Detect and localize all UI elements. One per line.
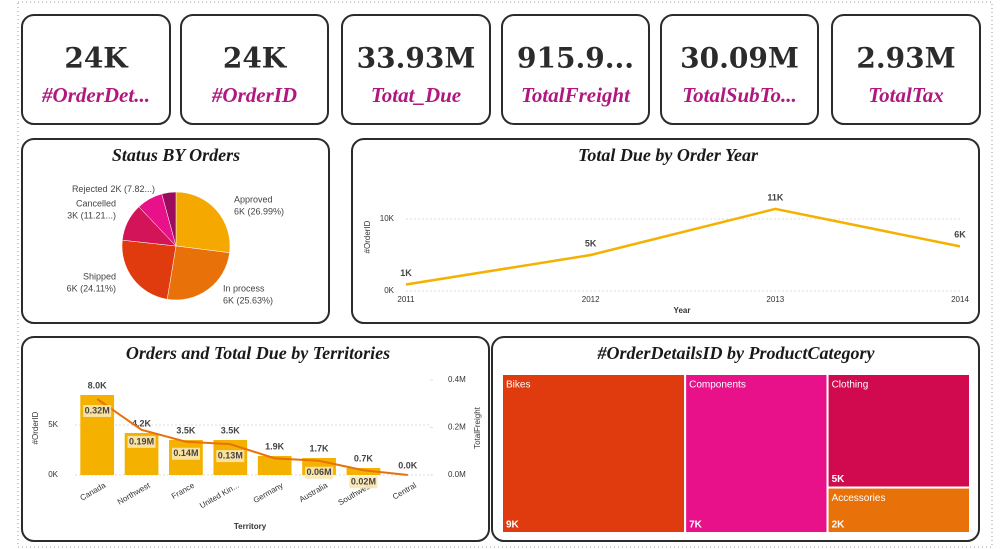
y-axis-label: #OrderID: [363, 220, 372, 253]
x-tick-label: 2013: [766, 295, 784, 304]
treemap-cell: [684, 373, 829, 534]
data-label: 0.19M: [129, 436, 154, 446]
data-label: 0.02M: [351, 477, 376, 487]
slice-category: Cancelled: [76, 198, 116, 208]
y-tick-label: 0K: [384, 286, 394, 295]
slice-category: Shipped: [83, 271, 116, 281]
data-label: 3.5K: [221, 425, 241, 435]
treemap-cell: [826, 373, 972, 489]
kpi-label: #OrderDet...: [41, 83, 150, 107]
data-label: 0.0K: [398, 460, 418, 470]
cell-category: Components: [689, 380, 746, 391]
x-tick-label: 2014: [951, 295, 969, 304]
pie-slice: [175, 191, 231, 254]
cell-category: Bikes: [506, 380, 530, 391]
data-label: 8.0K: [88, 380, 108, 390]
data-label: 1K: [400, 268, 412, 278]
y2-axis-label: TotalFreight: [473, 406, 482, 449]
kpi-card: [180, 14, 329, 125]
kpi-label: TotalFreight: [521, 83, 631, 107]
combo-card: [21, 336, 490, 542]
y2-tick-label: 0.4M: [448, 375, 466, 384]
y-axis-label: #OrderID: [31, 411, 40, 444]
kpi-value: 24K: [64, 42, 129, 75]
kpi-card: [21, 14, 171, 125]
slice-category: Approved: [234, 194, 273, 204]
line: [405, 207, 961, 286]
y-tick-label: 0K: [48, 470, 58, 479]
cell-value: 7K: [689, 520, 703, 531]
chart-title: Status BY Orders: [112, 145, 240, 165]
slice-label: 6K (25.63%): [223, 295, 273, 305]
kpi-label: Totat_Due: [371, 83, 461, 107]
chart-title: Total Due by Order Year: [578, 145, 759, 165]
cell-value: 2K: [832, 520, 846, 531]
data-label: 1.9K: [265, 441, 285, 451]
data-label: 3.5K: [176, 425, 196, 435]
y2-tick-label: 0.2M: [448, 423, 466, 432]
pie-slice: [161, 191, 177, 247]
slice-label: 3K (11.21...): [67, 210, 116, 220]
kpi-value: 30.09M: [680, 42, 799, 75]
kpi-label: #OrderID: [211, 83, 297, 107]
data-label-box: [216, 450, 245, 463]
slice-category: Rejected: [72, 184, 108, 194]
kpi-label: TotalTax: [868, 83, 943, 107]
x-tick-label: 2011: [397, 295, 415, 304]
data-label: 5K: [585, 238, 597, 248]
bar: [346, 468, 381, 475]
data-label: 0.32M: [85, 405, 110, 415]
y2-tick-label: 0.0M: [448, 470, 466, 479]
kpi-card: [660, 14, 819, 125]
pie-slice: [121, 239, 177, 300]
data-label-box: [127, 435, 156, 448]
kpi-card: [341, 14, 491, 125]
data-label: 4.2K: [132, 418, 152, 428]
chart-title: #OrderDetailsID by ProductCategory: [597, 343, 876, 363]
x-axis-label: Territory: [234, 522, 267, 531]
data-label: 6K: [954, 230, 966, 240]
kpi-value: 33.93M: [357, 42, 476, 75]
cell-value: 9K: [506, 520, 520, 531]
treemap-cell: [826, 486, 972, 535]
data-label: 0.13M: [218, 451, 243, 461]
slice-category: In process: [223, 283, 265, 293]
cell-value: 5K: [832, 474, 846, 485]
slice-label: 6K (24.11%): [67, 283, 116, 293]
bar: [257, 456, 292, 475]
kpi-card: [831, 14, 981, 125]
data-label-box: [171, 447, 200, 460]
slice-label: 6K (26.99%): [234, 206, 284, 216]
data-label: 0.14M: [173, 448, 198, 458]
line: [96, 398, 408, 476]
x-tick-label: 2012: [582, 295, 600, 304]
y-tick-label: 10K: [380, 214, 395, 223]
data-label: 11K: [767, 192, 784, 202]
data-label-box: [349, 476, 378, 489]
data-label: 0.7K: [354, 453, 374, 463]
cell-category: Clothing: [832, 380, 869, 391]
kpi-card: [501, 14, 650, 125]
x-axis-label: Year: [674, 306, 691, 315]
treemap-cell: [501, 373, 687, 534]
pie-slice: [166, 245, 230, 301]
slice-label-group: Rejected 2K (7.82...): [72, 184, 155, 194]
kpi-value: 915.9...: [517, 42, 634, 75]
data-label: 0.06M: [307, 467, 332, 477]
data-label-box: [83, 405, 112, 417]
kpi-value: 24K: [223, 42, 288, 75]
data-label: 1.7K: [310, 443, 330, 453]
slice-label: 2K (7.82...): [110, 184, 155, 194]
cell-category: Accessories: [832, 493, 886, 504]
y-tick-label: 5K: [48, 420, 58, 429]
data-label-box: [305, 466, 334, 479]
line-card: [351, 138, 980, 324]
chart-title: Orders and Total Due by Territories: [126, 343, 390, 363]
kpi-value: 2.93M: [856, 42, 955, 75]
kpi-label: TotalSubTo...: [682, 83, 797, 107]
